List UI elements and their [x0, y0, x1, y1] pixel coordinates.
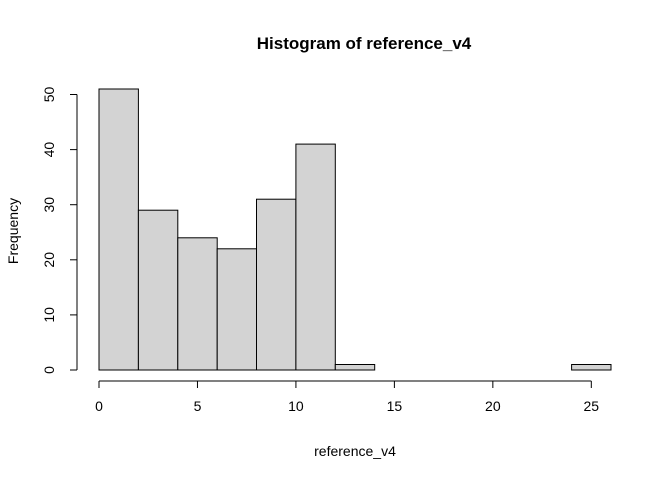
y-tick-label: 30	[41, 197, 57, 213]
y-tick-label: 10	[41, 307, 57, 323]
histogram-bar	[137, 209, 179, 371]
x-axis-label: reference_v4	[314, 443, 396, 459]
x-tick-label: 15	[387, 398, 403, 414]
histogram-bar	[177, 237, 218, 371]
histogram-bar	[295, 143, 336, 371]
histogram-bar	[256, 198, 297, 371]
x-tick-label: 10	[288, 398, 304, 414]
histogram-bar	[98, 88, 139, 371]
histogram-bar	[334, 364, 376, 371]
x-tick-label: 25	[584, 398, 600, 414]
y-tick-label: 20	[41, 252, 57, 268]
x-tick-label: 0	[95, 398, 103, 414]
y-tick-label: 0	[41, 366, 57, 374]
x-tick-label: 20	[485, 398, 501, 414]
chart-title: Histogram of reference_v4	[257, 34, 472, 53]
histogram-bar	[216, 248, 258, 371]
y-tick-label: 40	[41, 142, 57, 158]
bars-group	[98, 88, 612, 371]
x-axis: 0 5 10 15 20 25	[95, 380, 600, 414]
y-axis-label: Frequency	[5, 198, 21, 264]
histogram-bar	[571, 364, 612, 371]
y-axis: 0 10 20 30 40 50	[41, 87, 78, 374]
y-tick-label: 50	[41, 87, 57, 103]
x-tick-label: 5	[194, 398, 202, 414]
